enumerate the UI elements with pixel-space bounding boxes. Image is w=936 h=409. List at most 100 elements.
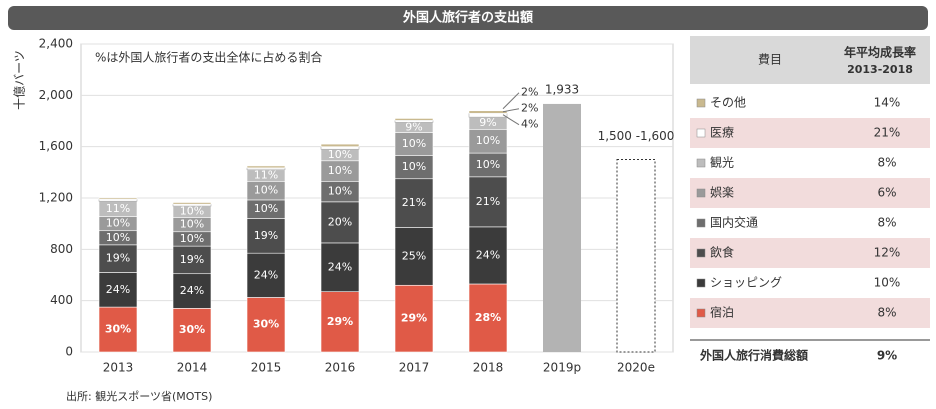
table-cagr: 10% — [874, 276, 901, 290]
data-label: 10% — [180, 218, 204, 231]
table-header-cell: 2013-2018 — [847, 63, 913, 76]
y-tick-label: 400 — [50, 293, 73, 307]
legend-label: 宿泊 — [710, 305, 734, 320]
projection-label: 1,500 -1,600 — [598, 129, 675, 143]
legend-label: 娯楽 — [710, 186, 734, 200]
x-tick-label: 2014 — [177, 361, 208, 375]
bar-segment — [246, 165, 286, 169]
bar-segment — [246, 218, 286, 254]
data-label: 10% — [106, 217, 130, 230]
bar-segment — [172, 202, 212, 205]
legend-swatch — [696, 98, 706, 108]
data-label: 24% — [106, 283, 130, 296]
title-bar — [8, 6, 928, 30]
bar-segment — [320, 146, 360, 150]
callout-label: 2% — [521, 86, 538, 99]
note: %は外国人旅行者の支出全体に占める割合 — [95, 50, 322, 65]
data-label: 9% — [405, 120, 422, 133]
bar-segment — [172, 245, 212, 275]
x-tick-label: 2017 — [399, 361, 430, 375]
data-label: 30% — [253, 318, 279, 331]
data-label: 30% — [105, 323, 131, 336]
y-tick-label: 1,600 — [39, 139, 73, 153]
data-label: 19% — [106, 252, 130, 265]
y-tick-label: 1,200 — [39, 191, 73, 205]
x-tick-label: 2015 — [251, 361, 282, 375]
bar-segment — [394, 284, 434, 353]
legend-label: その他 — [710, 96, 746, 110]
data-label: 29% — [327, 315, 353, 328]
data-label: 10% — [402, 160, 426, 173]
legend-label: 国内交通 — [710, 215, 758, 230]
data-label: 11% — [254, 169, 278, 182]
data-label: 10% — [254, 202, 278, 215]
table-cagr: 6% — [877, 186, 896, 200]
data-label: 10% — [402, 137, 426, 150]
data-label: 19% — [180, 253, 204, 266]
projection-bar — [616, 159, 656, 353]
legend-label: 飲食 — [710, 245, 734, 260]
data-label: 10% — [476, 158, 500, 171]
callout-line — [502, 114, 520, 126]
bar-segment — [246, 297, 286, 353]
legend-label: ショッピング — [710, 276, 782, 290]
y-tick-label: 0 — [65, 345, 73, 359]
bar-segment — [98, 244, 138, 273]
y-axis-label: 十億バーツ — [13, 50, 27, 110]
callout-line — [502, 92, 520, 110]
legend-label: 観光 — [710, 156, 734, 170]
legend-label: 医療 — [710, 126, 734, 140]
data-label: 30% — [179, 323, 205, 336]
data-label: 10% — [328, 185, 352, 198]
table-row-bg — [690, 298, 930, 328]
callout-line — [502, 108, 520, 113]
data-label: 11% — [106, 202, 130, 215]
table-cagr: 12% — [874, 246, 901, 260]
table-total-value: 9% — [877, 349, 897, 363]
table-cagr: 14% — [874, 96, 901, 110]
projection-label: 1,933 — [545, 82, 579, 96]
y-tick-label: 2,000 — [39, 88, 73, 102]
table-row-bg — [690, 178, 930, 208]
bar-segment — [98, 306, 138, 353]
data-label: 10% — [476, 134, 500, 147]
data-label: 10% — [106, 231, 130, 244]
x-tick-label: 2016 — [325, 361, 356, 375]
bar-segment — [172, 273, 212, 309]
bar-segment — [468, 283, 508, 353]
data-label: 10% — [254, 184, 278, 197]
bar-segment — [172, 308, 212, 353]
data-label: 19% — [254, 229, 278, 242]
data-label: 24% — [476, 248, 500, 261]
callout-label: 4% — [521, 118, 538, 131]
legend-swatch — [696, 218, 706, 228]
title: 外国人旅行者の支出額 — [402, 10, 533, 26]
table-row-bg — [690, 238, 930, 268]
table-cagr: 8% — [877, 306, 896, 320]
x-tick-label: 2018 — [473, 361, 504, 375]
legend-swatch — [696, 278, 706, 288]
data-label: 28% — [475, 311, 501, 324]
bar-segment — [98, 197, 138, 200]
table-header — [690, 36, 930, 84]
data-label: 10% — [180, 232, 204, 245]
bar-segment — [468, 113, 508, 118]
y-tick-label: 2,400 — [39, 37, 73, 51]
y-tick-label: 800 — [50, 242, 73, 256]
table-total-label: 外国人旅行消費総額 — [700, 348, 808, 363]
data-label: 24% — [328, 260, 352, 273]
data-label: 21% — [476, 195, 500, 208]
x-tick-label: 2020e — [617, 361, 655, 375]
data-label: 20% — [328, 215, 352, 228]
bar-segment — [468, 110, 508, 114]
data-label: 10% — [180, 205, 204, 218]
bar-segment — [320, 143, 360, 147]
bar-segment — [394, 227, 434, 286]
table-cagr: 8% — [877, 156, 896, 170]
data-label: 25% — [402, 249, 426, 262]
bar-segment — [98, 272, 138, 308]
table-header-cell: 費目 — [758, 52, 782, 67]
bar-segment — [394, 118, 434, 121]
legend-swatch — [696, 128, 706, 138]
